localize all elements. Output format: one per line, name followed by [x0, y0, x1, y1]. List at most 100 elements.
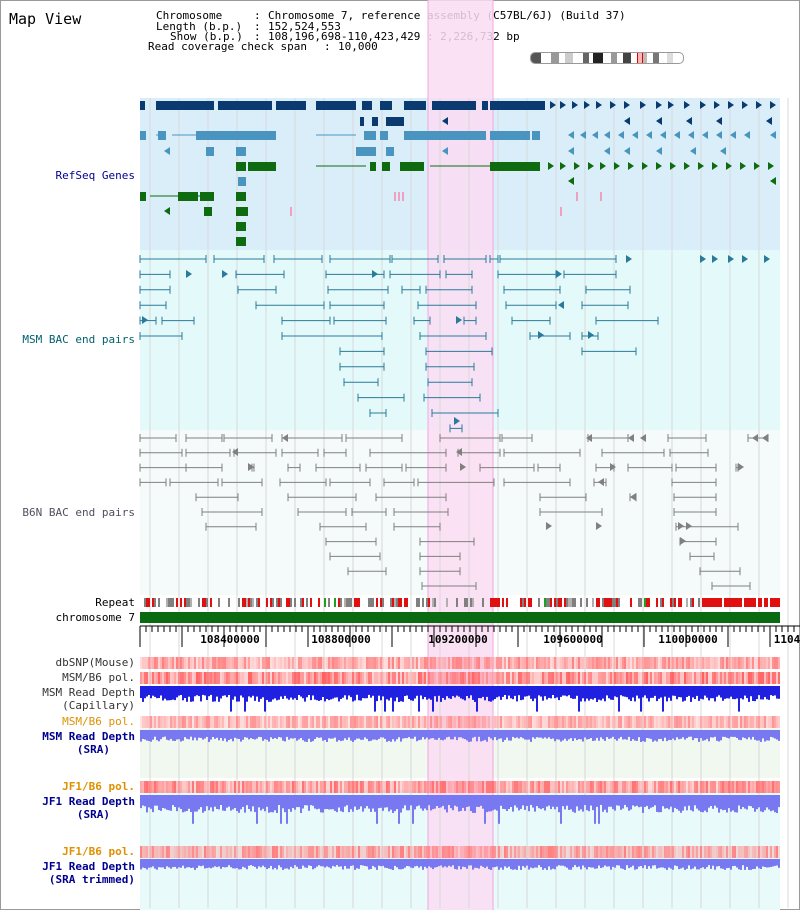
read-depth-bar: [556, 686, 558, 698]
repeat-mark: [640, 598, 642, 607]
read-depth-bar: [638, 859, 640, 867]
read-depth-bar: [752, 859, 754, 869]
gene-arrow: [624, 117, 630, 125]
repeat-mark: [554, 598, 556, 607]
read-depth-bar: [578, 686, 580, 712]
track-label-msm-depth-sra-sub: (SRA): [76, 743, 110, 756]
read-depth-bar: [186, 730, 188, 739]
read-depth-bar: [358, 730, 360, 739]
polymorphism-cell: [642, 672, 644, 684]
track-label-refseq[interactable]: RefSeq Genes: [55, 169, 135, 182]
polymorphism-cell: [514, 846, 516, 858]
gene-arrow: [754, 162, 760, 170]
track-label-msm-bac[interactable]: MSM BAC end pairs: [22, 333, 135, 346]
polymorphism-cell: [254, 781, 256, 793]
read-depth-bar: [444, 686, 446, 700]
read-depth-bar: [758, 859, 760, 869]
polymorphism-cell: [688, 672, 690, 684]
track-label-msm-b6-pol[interactable]: MSM/B6 pol.: [62, 671, 135, 684]
polymorphism-cell: [292, 846, 294, 858]
read-depth-bar: [330, 795, 332, 810]
read-depth-bar: [202, 859, 204, 866]
current-region-marker[interactable]: [637, 53, 643, 63]
track-label-jf1-b6-pol-2[interactable]: JF1/B6 pol.: [62, 845, 135, 858]
polymorphism-cell: [278, 781, 280, 793]
polymorphism-cell: [350, 716, 352, 728]
polymorphism-cell: [722, 672, 724, 684]
track-label-repeat[interactable]: Repeat: [95, 596, 135, 609]
polymorphism-cell: [654, 781, 656, 793]
read-depth-bar: [632, 686, 634, 698]
polymorphism-cell: [500, 846, 502, 858]
track-label-dbsnp[interactable]: dbSNP(Mouse): [55, 656, 135, 669]
polymorphism-cell: [500, 781, 502, 793]
polymorphism-cell: [408, 716, 410, 728]
polymorphism-cell: [566, 846, 568, 858]
polymorphism-cell: [200, 672, 202, 684]
repeat-mark: [718, 598, 720, 607]
polymorphism-cell: [734, 716, 736, 728]
track-label-b6n-bac[interactable]: B6N BAC end pairs: [22, 506, 135, 519]
repeat-mark: [370, 598, 372, 607]
read-depth-bar: [576, 795, 578, 807]
polymorphism-cell: [674, 846, 676, 858]
track-label-msm-depth-capillary[interactable]: MSM Read Depth: [42, 686, 135, 699]
read-depth-bar: [414, 730, 416, 737]
repeat-track[interactable]: [144, 598, 780, 607]
read-depth-bar: [738, 686, 740, 712]
read-depth-bar: [560, 730, 562, 742]
read-depth-bar: [718, 859, 720, 866]
polymorphism-cell: [498, 672, 500, 684]
read-depth-bar: [410, 859, 412, 868]
track-label-msm-b6-pol-2[interactable]: MSM/B6 pol.: [62, 715, 135, 728]
read-depth-bar: [768, 730, 770, 741]
repeat-mark: [278, 598, 280, 607]
read-depth-bar: [178, 795, 180, 808]
refseq-gene-features[interactable]: [140, 101, 776, 246]
read-depth-bar: [630, 795, 632, 810]
repeat-mark: [324, 598, 326, 607]
read-depth-bar: [470, 859, 472, 866]
polymorphism-cell: [618, 846, 620, 858]
read-depth-bar: [210, 686, 212, 695]
polymorphism-cell: [570, 657, 572, 669]
read-depth-bar: [586, 795, 588, 811]
gene-arrow: [442, 147, 448, 155]
polymorphism-cell: [216, 781, 218, 793]
b6n-bac-features[interactable]: [139, 434, 769, 590]
polymorphism-heatmaps[interactable]: [140, 657, 780, 858]
polymorphism-cell: [690, 716, 692, 728]
polymorphism-cell: [332, 846, 334, 858]
read-depth-bar: [632, 795, 634, 806]
read-depth-bar: [702, 795, 704, 813]
track-label-jf1-depth-trimmed[interactable]: JF1 Read Depth: [42, 860, 135, 873]
repeat-mark: [774, 598, 776, 607]
polymorphism-cell: [720, 781, 722, 793]
polymorphism-cell: [702, 657, 704, 669]
polymorphism-cell: [324, 846, 326, 858]
track-label-jf1-depth-sra[interactable]: JF1 Read Depth: [42, 795, 135, 808]
repeat-mark: [464, 598, 466, 607]
polymorphism-cell: [658, 672, 660, 684]
read-depth-bar: [568, 795, 570, 810]
msm-bac-features[interactable]: [139, 255, 770, 433]
read-depth-plots[interactable]: [140, 686, 780, 870]
polymorphism-cell: [602, 846, 604, 858]
read-depth-bar: [460, 795, 462, 811]
track-label-jf1-b6-pol[interactable]: JF1/B6 pol.: [62, 780, 135, 793]
polymorphism-cell: [380, 657, 382, 669]
read-depth-bar: [520, 859, 522, 870]
polymorphism-cell: [172, 846, 174, 858]
polymorphism-cell: [190, 781, 192, 793]
chromosome-ideogram[interactable]: [530, 52, 684, 64]
polymorphism-cell: [570, 716, 572, 728]
read-depth-bar: [236, 859, 238, 868]
polymorphism-cell: [374, 672, 376, 684]
read-depth-bar: [152, 730, 154, 740]
polymorphism-cell: [444, 657, 446, 669]
track-label-msm-depth-sra[interactable]: MSM Read Depth: [42, 730, 135, 743]
polymorphism-cell: [470, 672, 472, 684]
gene-arrow: [770, 101, 776, 109]
read-depth-bar: [456, 795, 458, 807]
